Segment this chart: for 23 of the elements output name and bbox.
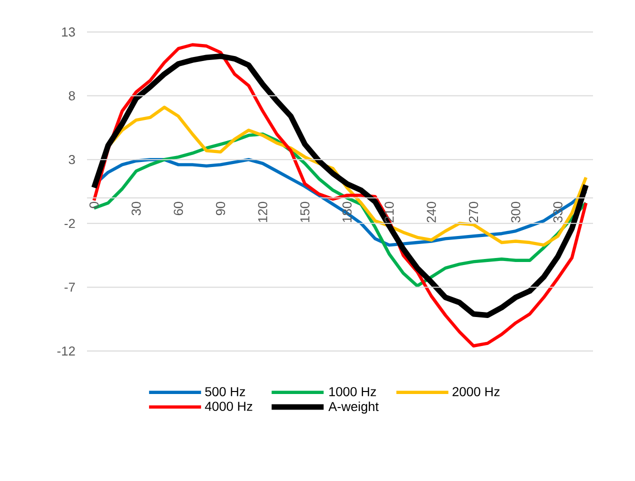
x-tick-label: 30 bbox=[132, 202, 141, 216]
x-tick-label: 60 bbox=[174, 202, 183, 216]
x-tick-label: 210 bbox=[384, 202, 394, 222]
x-tick-label: 120 bbox=[258, 202, 268, 222]
x-tick-label: 150 bbox=[300, 202, 310, 222]
y-tick-label: -7 bbox=[64, 282, 75, 292]
x-tick-label: 90 bbox=[216, 202, 226, 216]
legend-label: 2000 Hz bbox=[452, 387, 500, 396]
x-tick-label: 300 bbox=[511, 202, 520, 222]
x-tick-label: 180 bbox=[342, 202, 352, 222]
y-tick-label: -12 bbox=[57, 346, 75, 356]
y-tick-label: -2 bbox=[64, 218, 75, 228]
x-tick-label: 240 bbox=[426, 202, 436, 222]
x-tick-label: 270 bbox=[468, 202, 478, 222]
y-tick-label: 3 bbox=[68, 155, 75, 164]
x-tick-label: 0 bbox=[89, 202, 99, 208]
legend-label: 4000 Hz bbox=[204, 402, 252, 411]
legend-label: 1000 Hz bbox=[329, 387, 376, 396]
legend-label: A-weight bbox=[328, 402, 379, 414]
y-tick-label: 8 bbox=[68, 91, 75, 100]
x-tick-label: 330 bbox=[553, 202, 562, 222]
y-tick-label: 13 bbox=[62, 27, 75, 37]
legend-label: 500 Hz bbox=[205, 387, 246, 396]
